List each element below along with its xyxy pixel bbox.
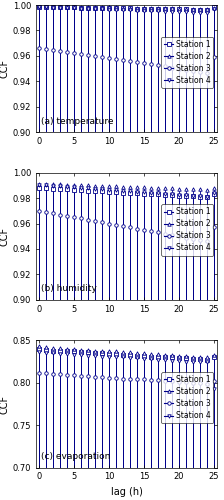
Text: (b) humidity: (b) humidity — [41, 284, 97, 294]
Y-axis label: CCF: CCF — [0, 394, 10, 413]
Legend: Station 1, Station 2, Station 3, Station 4: Station 1, Station 2, Station 3, Station… — [161, 36, 213, 88]
Y-axis label: CCF: CCF — [0, 226, 10, 246]
X-axis label: lag (h): lag (h) — [111, 487, 142, 497]
Text: (c) evaporation: (c) evaporation — [41, 452, 111, 461]
Legend: Station 1, Station 2, Station 3, Station 4: Station 1, Station 2, Station 3, Station… — [161, 372, 213, 424]
Legend: Station 1, Station 2, Station 3, Station 4: Station 1, Station 2, Station 3, Station… — [161, 204, 213, 256]
Text: (a) temperature: (a) temperature — [41, 116, 114, 126]
Y-axis label: CCF: CCF — [0, 59, 10, 78]
